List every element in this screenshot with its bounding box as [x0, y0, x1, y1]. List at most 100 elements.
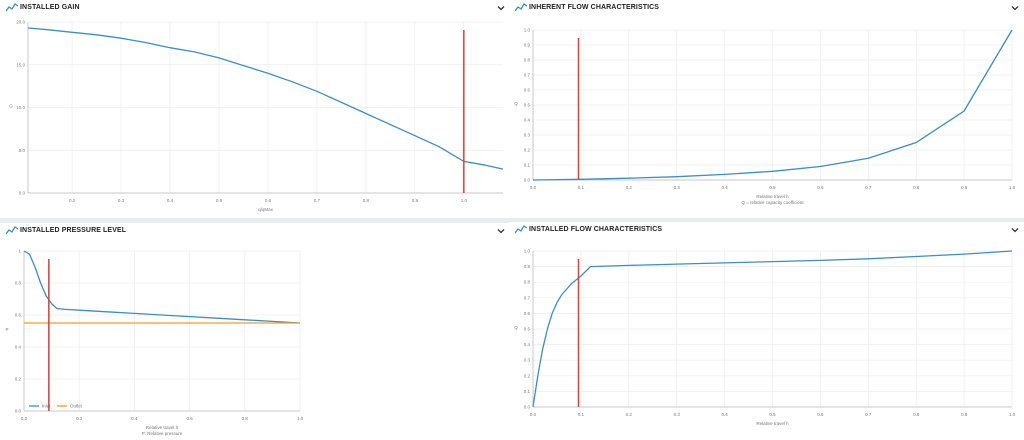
panel-installed-pressure: INSTALLED PRESSURE LEVEL 0.0 0.2 0.4 0.6 0.8…: [0, 223, 510, 440]
x-tick-label: 0.0: [530, 412, 537, 417]
y-tick-label: 0.4: [524, 342, 531, 347]
x-tick-label: 0.8: [913, 185, 920, 190]
y-tick-label: 0.1: [524, 389, 531, 394]
installed-gain-chart: 0.2 0.3 0.4 0.5 0.6 0.7 0.8 0.9 1.0 0.0 5.0 10.0 15.…: [9, 20, 504, 212]
y-tick-label: 0.5: [524, 327, 531, 332]
x-tick-label: 0.3: [674, 412, 681, 417]
x-tick-label: 0.3: [118, 198, 125, 203]
x-tick-label: 0.2: [626, 412, 633, 417]
x-axis-label: Relative travel h: [756, 194, 789, 199]
y-tick-label: 0.4: [15, 345, 22, 350]
y-tick-label: 10.0: [16, 105, 25, 110]
x-tick-label: 0.9: [412, 198, 419, 203]
x-axis-label: q/qMax: [258, 207, 274, 212]
x-tick-label: 0.8: [913, 412, 920, 417]
chevron-down-icon[interactable]: [496, 3, 506, 13]
panel-installed-gain: INSTALLED GAIN 0.2 0.3 0.4 0.5 0.6 0.7 0.8 0.9 1…: [0, 0, 510, 218]
line-chart-icon: [6, 3, 18, 12]
y-tick-label: 0.0: [15, 409, 22, 414]
x-tick-label: 0.4: [131, 416, 138, 421]
y-axis-label: G: [9, 104, 13, 109]
x-axis-label-2: P: Relative pressure: [142, 431, 183, 436]
y-tick-label: 1.0: [524, 249, 531, 254]
inherent-flow-chart: 0.0 0.1 0.2 0.3 0.4 0.5 0.6 0.7 0.8 0.9 1.0 0.0 0.1 0…: [514, 28, 1015, 206]
x-tick-label: 0.4: [167, 198, 174, 203]
panel-header: INSTALLED FLOW CHARACTERISTICS: [509, 222, 1024, 240]
y-tick-label: 1: [18, 249, 21, 254]
installed-flow-chart: 0.0 0.1 0.2 0.3 0.4 0.5 0.6 0.7 0.8 0.9 1.0 0.0 0.1 0…: [514, 249, 1016, 427]
panel-title: INSTALLED PRESSURE LEVEL: [20, 227, 127, 234]
chevron-down-icon[interactable]: [1010, 3, 1020, 13]
y-tick-label: 0.8: [15, 281, 22, 286]
panel-title: INSTALLED FLOW CHARACTERISTICS: [529, 226, 663, 233]
x-tick-label: 0.3: [674, 185, 681, 190]
chevron-down-icon[interactable]: [1010, 225, 1020, 235]
x-tick-label: 0.6: [817, 412, 824, 417]
y-axis-label: Q: [514, 101, 518, 106]
y-tick-label: 0.6: [524, 311, 531, 316]
y-tick-label: 0.3: [524, 133, 531, 138]
x-tick-label: 0.0: [21, 416, 28, 421]
x-tick-label: 0.2: [76, 416, 83, 421]
x-tick-label: 0.1: [578, 412, 585, 417]
panel-inherent-flow: INHERENT FLOW CHARACTERISTICS 0.0 0.1 0.2 0…: [509, 0, 1024, 218]
y-tick-label: 0.0: [19, 191, 26, 196]
x-tick-label: 0.0: [530, 185, 537, 190]
legend-label: Inlet: [42, 404, 51, 409]
y-tick-label: 0.5: [524, 103, 531, 108]
y-axis-label: P: [5, 327, 8, 332]
panel-header: INHERENT FLOW CHARACTERISTICS: [509, 0, 1024, 18]
x-tick-label: 0.4: [721, 185, 728, 190]
y-tick-label: 0.1: [524, 163, 531, 168]
x-axis-label: Relative travel h: [146, 425, 179, 430]
line-chart-icon: [515, 225, 527, 234]
y-tick-label: 0.4: [524, 118, 531, 123]
y-tick-label: 0.7: [524, 295, 531, 300]
panel-title: INSTALLED GAIN: [20, 4, 80, 11]
y-tick-label: 0.7: [524, 73, 531, 78]
x-tick-label: 0.9: [961, 185, 968, 190]
y-tick-label: 0.6: [524, 88, 531, 93]
y-tick-label: 0.9: [524, 43, 531, 48]
y-tick-label: 1.0: [524, 28, 531, 33]
y-tick-label: 0.9: [524, 264, 531, 269]
x-axis-label: Relative travel h: [756, 421, 789, 426]
y-tick-label: 0.2: [524, 148, 531, 153]
y-tick-label: 0.2: [15, 377, 22, 382]
panel-header: INSTALLED GAIN: [0, 0, 510, 18]
x-tick-label: 0.6: [817, 185, 824, 190]
line-chart-icon: [6, 226, 18, 235]
x-tick-label: 0.7: [865, 412, 872, 417]
y-tick-label: 0.6: [15, 313, 22, 318]
y-tick-label: 0.2: [524, 373, 531, 378]
y-tick-label: 20.0: [16, 20, 25, 25]
x-tick-label: 1.0: [1009, 412, 1016, 417]
series-line: [532, 250, 1013, 408]
x-tick-label: 0.2: [69, 198, 76, 203]
y-tick-label: 0.0: [524, 405, 531, 410]
x-tick-label: 0.5: [769, 185, 776, 190]
series-line: [23, 250, 301, 324]
x-tick-label: 0.5: [769, 412, 776, 417]
x-tick-label: 0.1: [578, 185, 585, 190]
chevron-down-icon[interactable]: [496, 226, 506, 236]
x-tick-label: 0.7: [314, 198, 321, 203]
x-axis-label-2: Q = relative capacity coefficient: [741, 200, 804, 205]
y-axis-label: Q: [514, 325, 518, 330]
installed-pressure-chart: 0.0 0.2 0.4 0.6 0.8 1.0 0.0 0.2 0.4 0.6 0.8 1 Relati…: [5, 249, 303, 437]
x-tick-label: 0.7: [865, 185, 872, 190]
x-tick-label: 0.5: [216, 198, 223, 203]
x-tick-label: 0.6: [265, 198, 272, 203]
panel-title: INHERENT FLOW CHARACTERISTICS: [529, 4, 660, 11]
y-tick-label: 0.8: [524, 58, 531, 63]
x-tick-label: 0.9: [961, 412, 968, 417]
series-line: [532, 29, 1013, 181]
y-tick-label: 15.0: [16, 62, 25, 67]
legend-label: Outlet: [70, 404, 83, 409]
line-chart-icon: [515, 3, 527, 12]
y-tick-label: 5.0: [19, 148, 26, 153]
x-tick-label: 0.8: [363, 198, 370, 203]
panel-installed-flow: INSTALLED FLOW CHARACTERISTICS 0.0 0.1 0.2…: [509, 222, 1024, 440]
x-tick-label: 0.6: [186, 416, 193, 421]
y-tick-label: 0.3: [524, 358, 531, 363]
